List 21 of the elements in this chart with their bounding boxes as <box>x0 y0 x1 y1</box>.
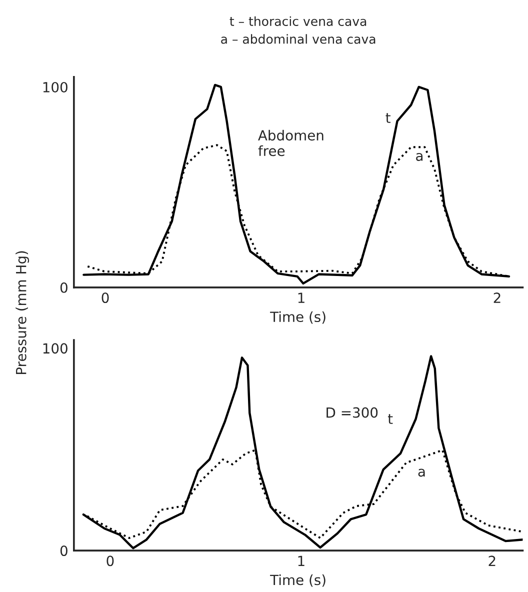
x-tick-label: 1 <box>298 556 304 566</box>
annotation: t <box>386 113 390 123</box>
x-tick-label: 2 <box>494 292 500 303</box>
annotation: a <box>418 468 425 477</box>
y-axis-title: Pressure (mm Hg) <box>16 251 30 374</box>
x-axis-title: Time (s) <box>270 574 326 587</box>
line-series <box>82 355 523 550</box>
x-axis-title: Time (s) <box>270 311 326 324</box>
x-tick-label: 0 <box>106 556 114 566</box>
annotation: Abdomen free <box>258 130 324 156</box>
y-tick-label: 0 <box>60 282 68 293</box>
annotation: D =300 <box>326 407 378 418</box>
x-tick-label: 1 <box>298 292 304 303</box>
annotation: t <box>388 414 393 424</box>
chart-title: t – thoracic vena cava a – abdominal vena cava <box>221 16 376 44</box>
y-tick-label: 100 <box>43 343 68 354</box>
x-tick-label: 2 <box>488 556 496 566</box>
annotation: a <box>416 153 422 161</box>
x-tick-label: 0 <box>102 292 109 304</box>
y-tick-label: 0 <box>60 546 68 556</box>
y-tick-label: 100 <box>43 82 68 92</box>
